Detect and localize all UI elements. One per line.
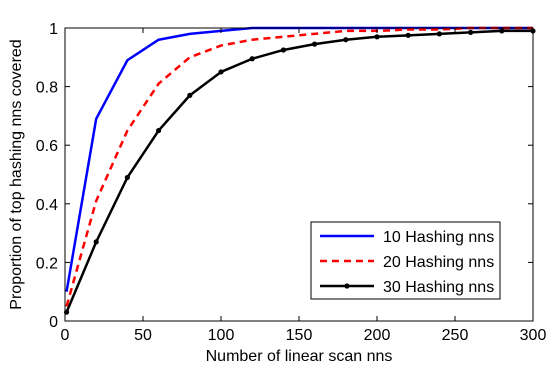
legend-label-2: 20 Hashing nns [383, 254, 494, 271]
x-axis-label: Number of linear scan nns [206, 348, 393, 365]
x-tick-label: 300 [520, 327, 547, 344]
data-point [218, 69, 224, 75]
data-point [312, 41, 318, 47]
data-point [343, 37, 349, 43]
data-point [93, 239, 99, 245]
series-line-3 [65, 29, 533, 313]
ticks-layer: 0 50 100 150 200 250 300 0 0.2 0.4 0.6 0.8 1 [36, 21, 547, 344]
data-point [499, 28, 505, 34]
x-tick-label: 250 [442, 327, 469, 344]
legend-marker [344, 283, 350, 289]
data-point [280, 47, 286, 53]
data-point [124, 174, 130, 181]
data-point [374, 34, 380, 40]
y-axis-label: Proportion of top hashing nns covered [8, 39, 25, 309]
y-tick-label: 0 [49, 314, 58, 331]
data-point [249, 56, 255, 62]
y-tick-label: 0.4 [36, 197, 58, 214]
data-point [468, 29, 474, 35]
legend-label-3: 30 Hashing nns [383, 279, 494, 296]
y-tick-label: 0.8 [36, 80, 58, 97]
y-tick-label: 0.6 [36, 138, 58, 155]
x-tick-label: 200 [364, 327, 391, 344]
data-point [156, 127, 162, 134]
x-tick-label: 100 [208, 327, 235, 344]
data-point [436, 31, 442, 37]
x-tick-label: 50 [134, 327, 152, 344]
x-tick-label: 0 [61, 327, 70, 344]
y-tick-label: 0.2 [36, 255, 58, 272]
data-point [187, 92, 193, 98]
y-tick-label: 1 [49, 21, 58, 38]
data-point [405, 32, 411, 38]
legend: 10 Hashing nns 20 Hashing nns 30 Hashing n… [310, 221, 501, 300]
x-tick-label: 150 [286, 327, 313, 344]
legend-label-1: 10 Hashing nns [383, 229, 494, 246]
